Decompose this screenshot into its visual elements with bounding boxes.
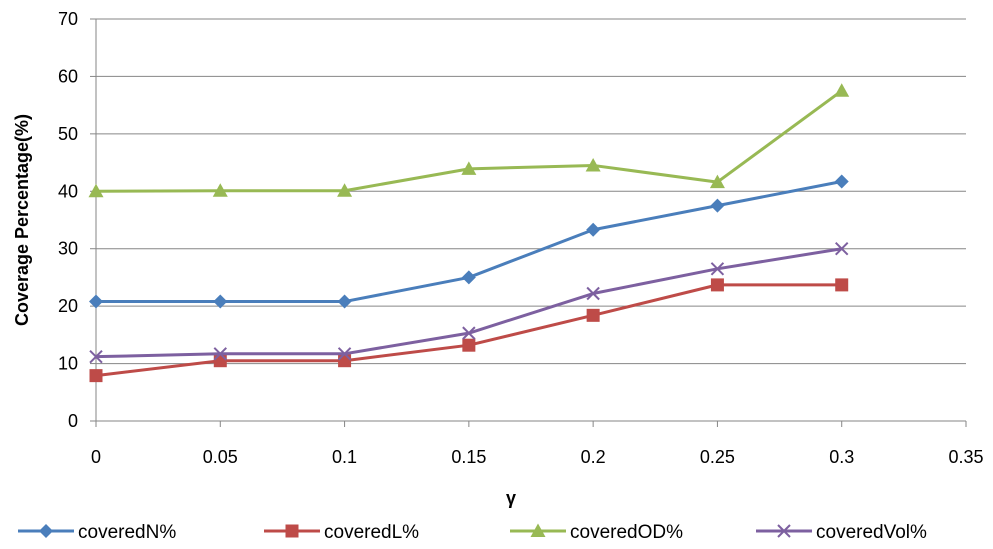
legend-label: coveredVol% <box>816 522 927 543</box>
x-tick-labels: 0 0.05 0.1 0.15 0.2 0.25 0.3 0.35 <box>91 447 984 467</box>
data-point <box>337 347 352 361</box>
legend-label: coveredOD% <box>570 522 683 543</box>
x-tick-label: 0.1 <box>332 447 357 467</box>
y-tick-label: 10 <box>58 354 78 374</box>
data-point <box>89 349 103 364</box>
series-coveredVol% <box>89 242 849 364</box>
y-tick-label: 60 <box>58 66 78 86</box>
data-point <box>212 183 228 197</box>
data-point <box>89 369 103 383</box>
legend-label: coveredN% <box>78 522 176 543</box>
series-coveredOD% <box>88 83 850 198</box>
y-tick-label: 20 <box>58 296 78 316</box>
x-tick-label: 0 <box>91 447 101 467</box>
data-point <box>710 278 724 292</box>
series-line <box>95 89 843 193</box>
data-point <box>585 157 601 172</box>
axes <box>90 18 967 427</box>
data-point <box>461 161 477 175</box>
data-point <box>834 174 849 189</box>
legend-swatch-marker <box>285 524 299 538</box>
series-line <box>95 283 842 378</box>
legend-label: coveredL% <box>324 522 419 543</box>
data-point <box>338 354 352 368</box>
data-point <box>709 174 725 189</box>
legend-swatch-marker <box>530 523 546 537</box>
data-point <box>88 183 104 198</box>
x-tick-label: 0.2 <box>581 447 606 467</box>
x-tick-label: 0.3 <box>829 447 854 467</box>
legend-item: coveredL% <box>264 522 419 543</box>
y-tick-labels: 0 10 20 30 40 50 60 70 <box>58 9 78 431</box>
y-tick-label: 70 <box>58 9 78 29</box>
data-point <box>213 354 227 368</box>
y-tick-label: 30 <box>58 239 78 259</box>
data-point <box>213 294 228 309</box>
data-point <box>213 347 227 361</box>
legend-item: coveredVol% <box>756 522 927 543</box>
data-point <box>337 294 352 309</box>
data-point <box>461 270 476 285</box>
legend-swatch-marker <box>777 524 791 538</box>
legend-item: coveredN% <box>18 522 176 543</box>
y-tick-label: 0 <box>68 411 78 431</box>
series-layer <box>88 83 850 383</box>
series-coveredN% <box>89 174 849 309</box>
x-tick-label: 0.15 <box>451 447 486 467</box>
legend: coveredN% coveredL% coveredOD% coveredVol% <box>18 522 927 543</box>
data-point <box>586 286 600 301</box>
legend-item: coveredOD% <box>510 522 683 543</box>
data-point <box>462 326 476 340</box>
x-tick-label: 0.25 <box>700 447 735 467</box>
data-point <box>835 242 849 256</box>
data-point <box>586 308 600 322</box>
data-point <box>835 278 849 292</box>
y-tick-label: 50 <box>58 124 78 144</box>
data-point <box>834 83 850 97</box>
series-coveredL% <box>89 278 849 383</box>
data-point <box>337 183 353 197</box>
x-axis-title: γ <box>506 488 516 508</box>
x-tick-label: 0.05 <box>203 447 238 467</box>
y-axis-title: Coverage Percentage(%) <box>12 114 32 326</box>
data-point <box>586 222 601 237</box>
x-tick-label: 0.35 <box>948 447 983 467</box>
data-point <box>89 294 103 309</box>
y-tick-label: 40 <box>58 181 78 201</box>
data-point <box>462 338 476 352</box>
legend-swatch-marker <box>39 524 53 538</box>
data-point <box>710 262 725 276</box>
data-point <box>710 198 725 213</box>
